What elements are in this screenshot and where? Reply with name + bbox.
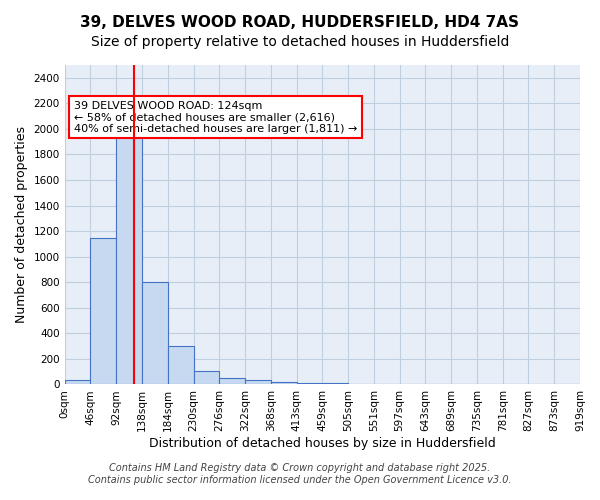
Y-axis label: Number of detached properties: Number of detached properties	[15, 126, 28, 323]
Bar	[322, 383, 348, 384]
Bar	[219, 378, 245, 384]
Bar	[91, 238, 116, 384]
Text: 39 DELVES WOOD ROAD: 124sqm
← 58% of detached houses are smaller (2,616)
40% of : 39 DELVES WOOD ROAD: 124sqm ← 58% of det…	[74, 101, 357, 134]
Bar	[271, 382, 296, 384]
Bar	[65, 380, 91, 384]
Bar	[168, 346, 193, 385]
Bar	[193, 371, 219, 384]
Bar	[245, 380, 271, 384]
Text: Contains HM Land Registry data © Crown copyright and database right 2025.
Contai: Contains HM Land Registry data © Crown c…	[88, 464, 512, 485]
Text: 39, DELVES WOOD ROAD, HUDDERSFIELD, HD4 7AS: 39, DELVES WOOD ROAD, HUDDERSFIELD, HD4 …	[80, 15, 520, 30]
Bar	[296, 382, 322, 384]
X-axis label: Distribution of detached houses by size in Huddersfield: Distribution of detached houses by size …	[149, 437, 496, 450]
Text: Size of property relative to detached houses in Huddersfield: Size of property relative to detached ho…	[91, 35, 509, 49]
Bar	[116, 122, 142, 384]
Bar	[142, 282, 168, 384]
